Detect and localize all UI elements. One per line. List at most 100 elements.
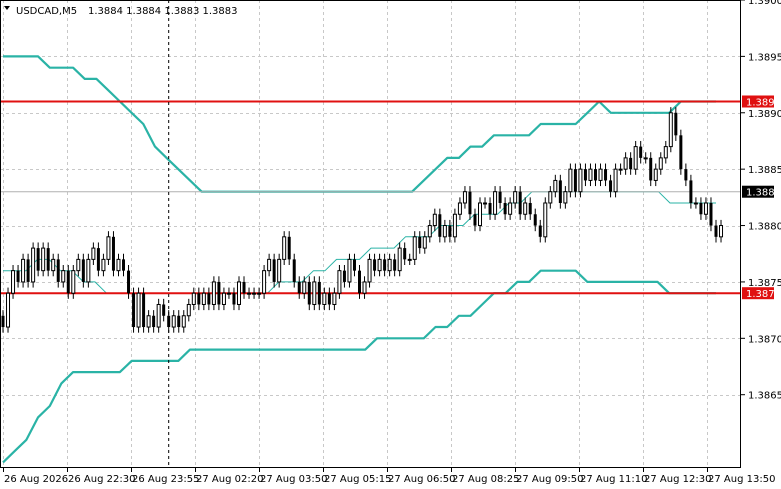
candle-body-up <box>513 191 518 204</box>
candle-body-up <box>598 168 603 181</box>
candle-body-down <box>583 169 587 181</box>
time-tick-label: 26 Aug 22:30 <box>68 474 135 485</box>
candle-body-up <box>508 202 513 215</box>
candle-body-up <box>76 258 81 272</box>
candle-body-up <box>322 292 327 305</box>
candle-body-up <box>719 225 724 238</box>
candle-body-up <box>171 315 176 328</box>
candle-body-up <box>623 157 628 170</box>
candle-body-down <box>403 248 407 260</box>
candle-body-up <box>362 281 367 294</box>
candle-body-up <box>116 258 121 272</box>
price-tick-label: 1.3885 <box>748 165 781 176</box>
candle-body-down <box>207 293 211 305</box>
candle-body-down <box>81 259 85 282</box>
candle-body-up <box>452 213 457 238</box>
candle-body-down <box>383 259 387 271</box>
current-price-tag: 1.3883 <box>746 188 781 199</box>
candle-body-up <box>277 258 282 283</box>
time-tick-label: 27 Aug 09:50 <box>516 474 583 485</box>
candle-body-up <box>41 247 46 272</box>
candle-body-down <box>674 112 678 136</box>
candle-body-down <box>232 293 236 305</box>
candle-body-down <box>122 259 126 271</box>
level-price-tag-bg <box>742 287 774 300</box>
candle-body-up <box>543 202 548 238</box>
candle-body-down <box>96 248 100 271</box>
grid-lines <box>0 0 741 468</box>
candle-body-up <box>181 315 186 328</box>
candle-body-up <box>347 258 352 283</box>
price-tick-label: 1.3900 <box>748 0 781 7</box>
candle-body-up <box>51 258 56 272</box>
candle-body-down <box>699 202 703 215</box>
candle-body-up <box>247 292 252 295</box>
candle-body-up <box>201 292 206 305</box>
candle-body-up <box>226 292 231 295</box>
time-tick-label: 27 Aug 05:15 <box>324 474 391 485</box>
price-tick-label: 1.3895 <box>748 52 781 63</box>
candle-body-down <box>342 270 346 282</box>
candle-body-up <box>442 225 447 238</box>
candle-body-down <box>629 157 633 170</box>
candle-body-down <box>352 259 356 271</box>
candle-body-up <box>643 157 648 160</box>
time-tick-label: 27 Aug 12:30 <box>644 474 711 485</box>
candle-body-up <box>136 292 141 328</box>
candle-body-down <box>242 281 246 294</box>
candle-body-up <box>262 270 267 294</box>
candle-body-down <box>709 202 713 226</box>
candle-body-up <box>6 292 11 328</box>
candle-body-down <box>538 225 542 237</box>
candle-body-up <box>61 270 66 283</box>
candle-body-up <box>668 112 673 148</box>
candle-body-down <box>327 293 331 305</box>
candle-body-up <box>377 258 382 272</box>
price-tick-label: 1.3865 <box>748 391 781 402</box>
candle-body-down <box>217 281 221 305</box>
candle-body-down <box>533 214 537 226</box>
candle-body-down <box>393 259 397 271</box>
candle-body-down <box>1 315 5 328</box>
candle-body-up <box>71 270 76 294</box>
candle-body-down <box>488 202 492 215</box>
candle-body-up <box>91 247 96 260</box>
candle-body-up <box>86 258 91 283</box>
candle-body-down <box>111 236 115 271</box>
time-tick-label: 27 Aug 11:10 <box>580 474 647 485</box>
candle-body-down <box>317 281 321 305</box>
candle-body-down <box>162 304 166 316</box>
menu-triangle-icon[interactable] <box>4 6 10 10</box>
candle-body-down <box>503 202 507 215</box>
candle-body-down <box>36 248 40 271</box>
candle-body-up <box>618 168 623 171</box>
candle-body-up <box>267 258 272 272</box>
candle-body-up <box>337 270 342 294</box>
candle-body-down <box>518 191 522 215</box>
candle-body-up <box>663 146 668 159</box>
candle-body-up <box>106 236 111 260</box>
candle-body-down <box>684 169 688 181</box>
candle-body-up <box>236 281 241 305</box>
candle-body-up <box>568 168 573 193</box>
candle-body-down <box>448 225 452 237</box>
candle-body-down <box>287 236 291 260</box>
price-axis[interactable]: 1.39001.38951.38901.38851.38801.38751.38… <box>741 0 781 402</box>
candle-body-up <box>257 292 262 295</box>
candle-body-up <box>588 168 593 181</box>
candle-body-up <box>332 292 337 305</box>
candles <box>1 107 724 333</box>
candle-body-up <box>186 303 191 317</box>
price-tick-label: 1.3890 <box>748 109 781 120</box>
candle-body-down <box>56 259 60 282</box>
candle-body-down <box>639 146 643 158</box>
candle-body-down <box>679 135 683 170</box>
candle-body-down <box>498 191 502 203</box>
candle-body-up <box>31 247 36 283</box>
time-tick-label: 26 Aug 23:55 <box>132 474 199 485</box>
candle-body-up <box>658 157 663 170</box>
candle-body-up <box>412 236 417 260</box>
candle-body-up <box>653 168 658 181</box>
